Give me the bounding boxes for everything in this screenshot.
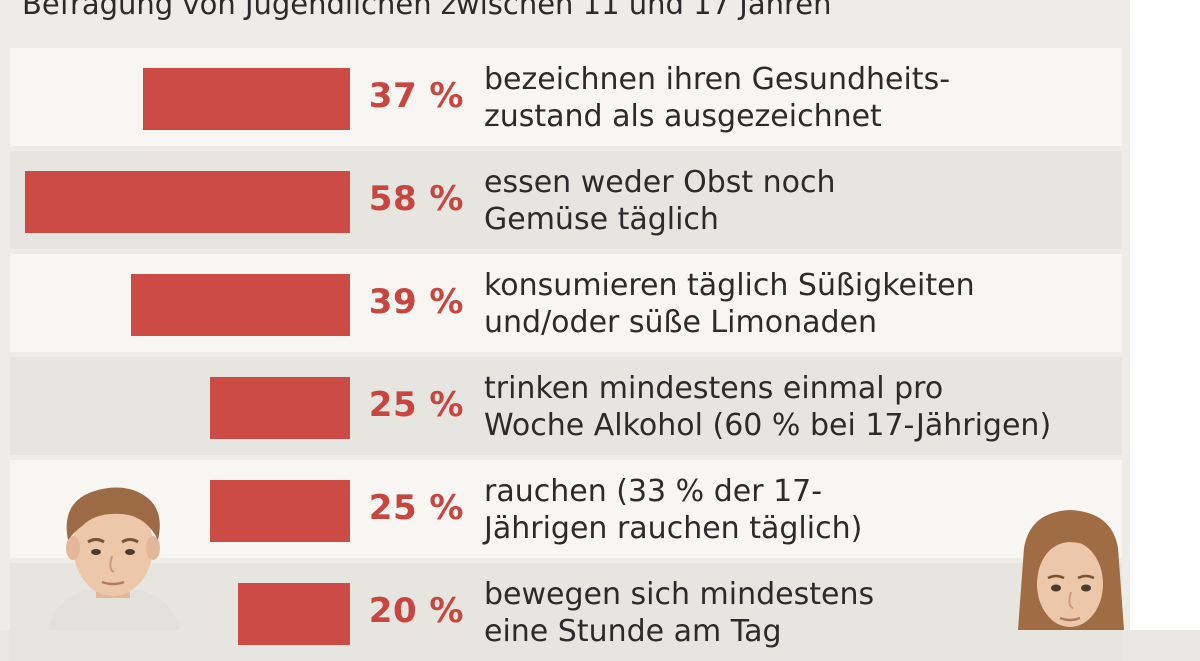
bar: [209, 377, 350, 439]
category-label-line: Jährigen rauchen täglich): [484, 511, 863, 546]
category-label-line: essen weder Obst noch: [484, 165, 836, 200]
category-label: bezeichnen ihren Gesundheits-zustand als…: [484, 61, 1124, 135]
page-margin: [1130, 0, 1200, 630]
chart-row: [10, 460, 1122, 558]
category-label-line: bezeichnen ihren Gesundheits-: [484, 62, 951, 97]
category-label: konsumieren täglich Süßigkeiten und/oder …: [484, 267, 1124, 341]
category-label-line: rauchen (33 % der 17-: [484, 474, 823, 509]
bar: [25, 171, 350, 233]
bar: [142, 68, 350, 130]
category-label: trinken mindestens einmal pro Woche Alkoh…: [484, 370, 1124, 444]
chart-row: [10, 357, 1122, 455]
category-label: rauchen (33 % der 17- Jährigen rauchen tä…: [484, 473, 1124, 547]
percent-label: 25 %: [368, 385, 464, 425]
bar: [237, 583, 350, 645]
category-label-line: Woche Alkohol (60 % bei 17-Jährigen): [484, 408, 1052, 443]
category-label-line: zustand als ausgezeichnet: [484, 99, 882, 134]
category-label-line: konsumieren täglich Süßigkeiten: [484, 268, 975, 303]
percent-label: 58 %: [368, 179, 464, 219]
percent-label: 25 %: [368, 488, 464, 528]
category-label-line: und/oder süße Limonaden: [484, 305, 877, 340]
boy-illustration: [48, 487, 180, 630]
percent-label: 37 %: [368, 76, 464, 116]
girl-illustration: [1018, 510, 1124, 630]
category-label: essen weder Obst noch Gemüse täglich: [484, 164, 1124, 238]
category-label-line: trinken mindestens einmal pro: [484, 371, 944, 406]
bar: [131, 274, 350, 336]
category-label-line: Gemüse täglich: [484, 202, 719, 237]
bar: [209, 480, 350, 542]
chart-subtitle: Befragung von Jugendlichen zwischen 11 u…: [22, 0, 832, 21]
percent-label: 39 %: [368, 282, 464, 322]
percent-label: 20 %: [368, 591, 464, 631]
category-label-line: bewegen sich mindestens: [484, 577, 875, 612]
